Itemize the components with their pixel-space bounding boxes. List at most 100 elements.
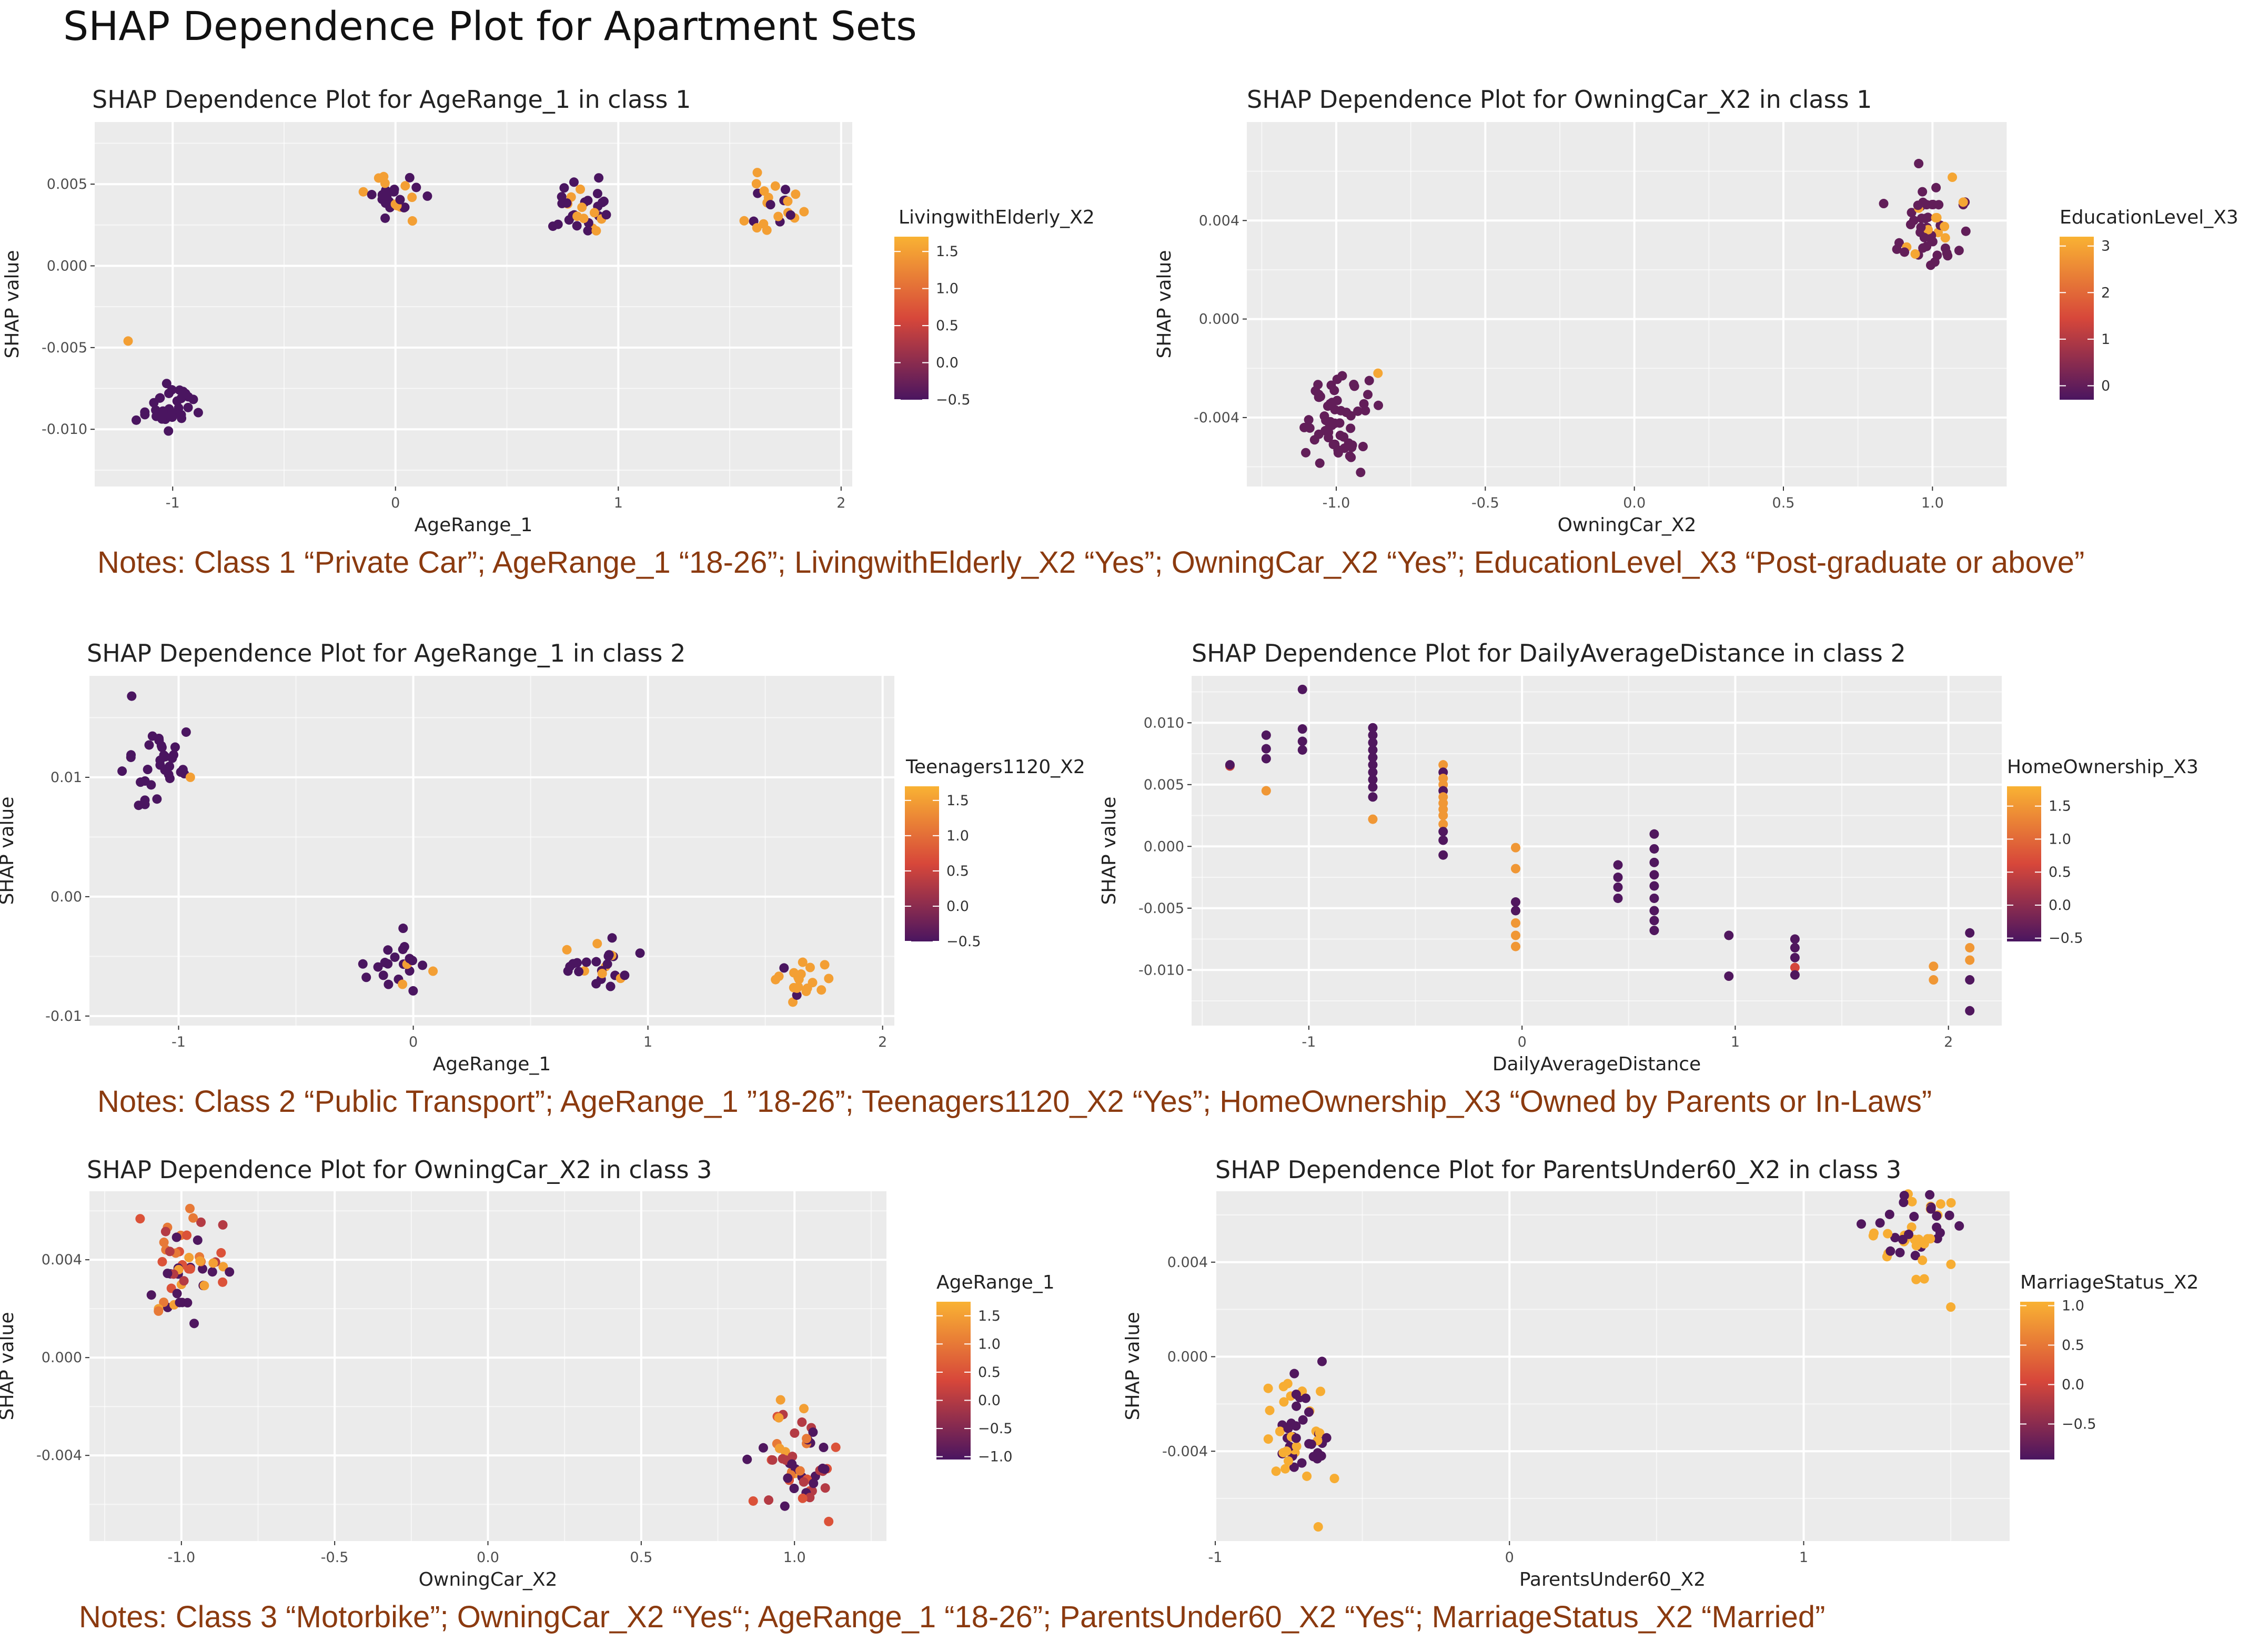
data-point <box>1511 918 1520 928</box>
data-point <box>1613 860 1623 870</box>
data-point <box>1885 1246 1895 1256</box>
data-point <box>798 957 808 967</box>
data-point <box>799 1404 809 1414</box>
data-point <box>771 975 781 985</box>
data-point <box>581 957 591 967</box>
data-point <box>196 1217 206 1227</box>
data-point <box>820 1464 830 1474</box>
legend-colorbar <box>2060 237 2094 400</box>
data-point <box>408 956 418 966</box>
data-point <box>383 959 393 969</box>
data-point <box>1438 827 1448 837</box>
data-point <box>218 1277 228 1287</box>
x-axis-label: AgeRange_1 <box>433 1053 551 1075</box>
data-point <box>1856 1219 1866 1229</box>
data-point <box>182 1230 192 1240</box>
data-point <box>635 948 645 958</box>
legend-tick-label: 1.5 <box>946 793 969 809</box>
data-point <box>1304 415 1314 425</box>
y-tick-label: 0.004 <box>1167 1254 1208 1271</box>
legend-tick-label: 0 <box>2101 378 2110 394</box>
data-point <box>824 974 834 984</box>
chart-1: SHAP Dependence Plot for AgeRange_1 in c… <box>2 85 1095 536</box>
x-tick-label: -1 <box>172 1034 186 1050</box>
data-point <box>1911 1274 1921 1284</box>
data-point <box>783 196 793 206</box>
data-point <box>1649 881 1659 891</box>
data-point <box>1946 1259 1956 1269</box>
y-tick-label: -0.004 <box>1194 410 1239 426</box>
legend-tick-label: 1.0 <box>946 828 969 844</box>
data-point <box>1289 1369 1299 1379</box>
x-tick-label: 1 <box>1799 1549 1808 1566</box>
legend-colorbar <box>936 1302 971 1460</box>
legend-tick-label: 0.5 <box>2049 864 2071 880</box>
data-point <box>405 173 415 183</box>
data-point <box>1931 213 1941 223</box>
legend-title: HomeOwnership_X3 <box>2007 756 2198 778</box>
data-point <box>583 226 593 236</box>
legend-tick-label: 0.5 <box>946 863 969 879</box>
data-point <box>1297 745 1307 755</box>
data-point <box>1283 1379 1293 1389</box>
data-point <box>1438 810 1448 820</box>
y-tick-label: 0.000 <box>1167 1349 1208 1365</box>
data-point <box>1649 926 1659 936</box>
data-point <box>824 1516 834 1526</box>
data-point <box>562 198 572 208</box>
data-point <box>1883 1229 1893 1239</box>
data-point <box>183 402 193 412</box>
data-point <box>816 985 826 995</box>
data-points <box>135 1203 841 1526</box>
data-point <box>1944 1210 1954 1220</box>
data-point <box>1961 226 1971 236</box>
data-point <box>1368 814 1378 824</box>
data-point <box>1916 222 1926 232</box>
x-axis-label: OwningCar_X2 <box>419 1569 558 1590</box>
data-point <box>384 979 394 989</box>
data-point <box>1283 1424 1293 1434</box>
data-point <box>787 1459 797 1469</box>
data-point <box>407 216 417 226</box>
data-point <box>606 981 616 991</box>
x-tick-label: 0 <box>409 1034 418 1050</box>
data-point <box>1904 1229 1914 1239</box>
legend-tick-label: 1.0 <box>2049 831 2071 847</box>
data-point <box>1271 1466 1281 1476</box>
y-tick-label: 0.000 <box>1199 311 1239 328</box>
x-tick-label: -0.5 <box>1471 495 1499 511</box>
x-tick-label: 2 <box>836 495 845 511</box>
data-point <box>780 1501 790 1511</box>
data-point <box>1918 1255 1928 1265</box>
data-point <box>589 208 599 218</box>
data-point <box>1511 906 1520 916</box>
x-tick-label: -1 <box>1208 1549 1223 1566</box>
data-point <box>1306 1439 1316 1449</box>
data-point <box>1790 970 1800 980</box>
data-point <box>572 211 582 221</box>
data-point <box>1929 975 1939 985</box>
data-point <box>1356 468 1366 478</box>
data-point <box>140 407 150 417</box>
data-point <box>193 408 203 418</box>
data-point <box>1899 1191 1909 1201</box>
data-point <box>380 213 390 223</box>
data-point <box>1954 1221 1964 1231</box>
data-point <box>802 1434 812 1444</box>
legend-tick-label: 1.0 <box>936 281 959 297</box>
data-point <box>808 1427 818 1437</box>
data-point <box>1907 1197 1917 1207</box>
data-point <box>1790 942 1800 952</box>
note-class-3: Notes: Class 3 “Motorbike”; OwningCar_X2… <box>79 1600 1826 1634</box>
data-point <box>159 1298 169 1308</box>
data-point <box>1724 930 1734 940</box>
x-tick-label: 1 <box>614 495 623 511</box>
data-point <box>1325 417 1335 427</box>
data-point <box>1315 1428 1325 1438</box>
legend-tick-label: −0.5 <box>978 1421 1013 1437</box>
data-point <box>1899 1198 1909 1208</box>
data-point <box>1298 1415 1308 1425</box>
data-point <box>389 185 399 195</box>
data-point <box>1923 225 1933 235</box>
data-point <box>1613 873 1623 883</box>
